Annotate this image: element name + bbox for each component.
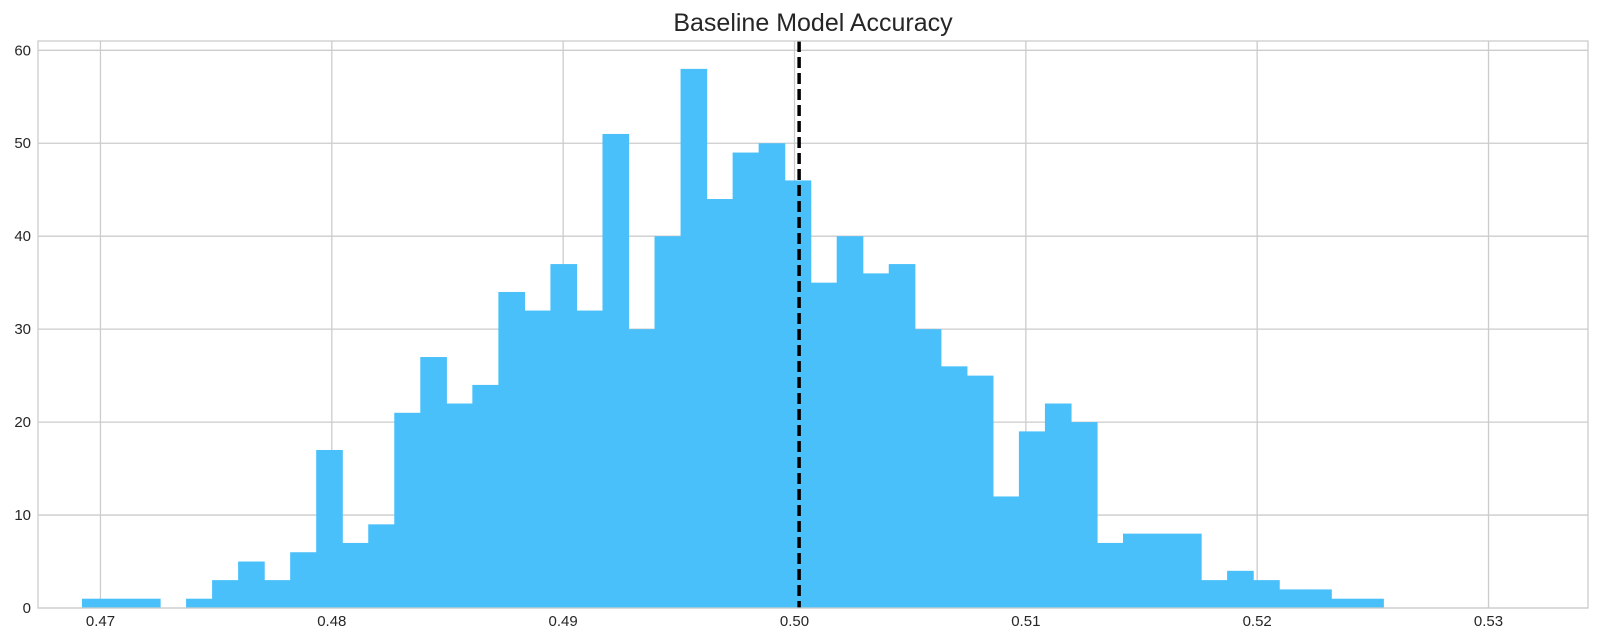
histogram-bar	[134, 598, 161, 608]
histogram-bar	[1123, 533, 1150, 608]
histogram-bar	[654, 236, 682, 608]
histogram-bar	[81, 598, 109, 608]
histogram-bar	[862, 273, 890, 608]
histogram-bar	[576, 310, 604, 608]
histogram-bar	[368, 524, 395, 608]
y-tick-label: 20	[14, 414, 31, 431]
y-tick-label: 10	[14, 507, 31, 524]
chart-title: Baseline Model Accuracy	[673, 9, 953, 37]
x-tick-label: 0.47	[86, 613, 115, 630]
histogram-bar	[966, 375, 994, 608]
histogram-bar	[914, 329, 942, 608]
histogram-bar	[186, 598, 213, 608]
histogram-bar	[680, 68, 708, 608]
histogram-bar	[836, 236, 864, 608]
histogram-bar	[706, 199, 734, 608]
histogram-bar	[810, 282, 838, 608]
x-tick-label: 0.50	[780, 613, 809, 630]
histogram-bar	[1279, 589, 1306, 608]
x-tick-label: 0.49	[549, 613, 578, 630]
histogram-bar	[1331, 598, 1358, 608]
histogram-bar	[550, 264, 578, 608]
histogram-bar	[290, 552, 317, 608]
x-tick-label: 0.52	[1243, 613, 1272, 630]
histogram-bar	[940, 366, 968, 608]
histogram-bar	[420, 357, 447, 608]
histogram-bar	[524, 310, 552, 608]
x-tick-label: 0.48	[317, 613, 346, 630]
histogram-bar	[992, 496, 1020, 608]
histogram-bar	[888, 264, 916, 608]
histogram-bar	[1227, 570, 1254, 608]
y-axis-ticks: 0 10 20 30 40 50 60	[14, 42, 31, 617]
histogram-bars	[81, 68, 1384, 609]
y-tick-label: 40	[14, 228, 31, 245]
histogram-bar	[107, 598, 135, 608]
x-tick-label: 0.51	[1011, 613, 1040, 630]
histogram-bar	[602, 133, 630, 609]
y-tick-label: 60	[14, 42, 31, 59]
histogram-bar	[342, 542, 369, 608]
x-tick-label: 0.53	[1474, 613, 1503, 630]
histogram-bar	[1070, 422, 1098, 608]
histogram-bar	[758, 143, 786, 608]
y-tick-label: 30	[14, 321, 31, 338]
histogram-bar	[446, 403, 473, 608]
histogram-bar	[316, 449, 343, 608]
histogram-bar	[1096, 542, 1124, 608]
grid-lines	[38, 41, 1588, 609]
histogram-bar	[498, 291, 525, 608]
histogram-bar	[628, 329, 656, 608]
histogram-bar	[264, 580, 291, 608]
histogram-bar	[472, 384, 499, 608]
histogram-bar	[732, 152, 760, 608]
histogram-bar	[1357, 598, 1384, 608]
y-tick-label: 50	[14, 135, 31, 152]
plot-frame	[37, 40, 1589, 609]
histogram-bar	[1149, 533, 1176, 608]
histogram-bar	[394, 412, 421, 608]
histogram-bar	[1305, 589, 1332, 608]
histogram-bar	[1018, 431, 1046, 608]
histogram-bar	[212, 580, 239, 608]
histogram-bar	[238, 561, 265, 608]
histogram-bar	[1253, 580, 1280, 608]
histogram-bar	[1044, 403, 1072, 608]
histogram-bar	[1201, 580, 1228, 608]
histogram-bar	[1175, 533, 1202, 608]
y-tick-label: 0	[23, 600, 31, 617]
x-axis-ticks: 0.47 0.48 0.49 0.50 0.51 0.52 0.53	[86, 613, 1503, 630]
